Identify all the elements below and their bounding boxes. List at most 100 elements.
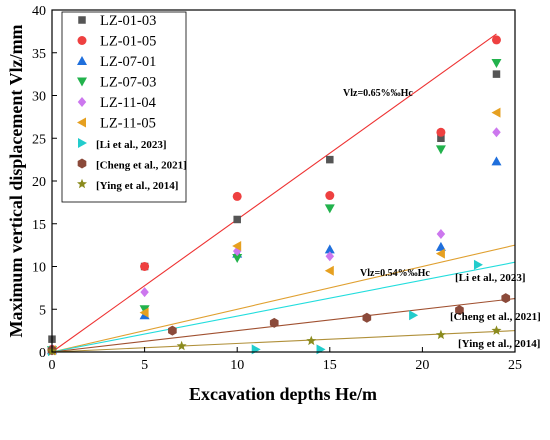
x-tick-label: 25 (508, 358, 522, 373)
annotations: Vlz=0.65%‰Hc Vlz=0.54%‰Hc [Li et al., 20… (343, 88, 541, 350)
data-point (436, 127, 446, 137)
data-point (435, 145, 446, 155)
series-ying-et-al-2014 (47, 325, 502, 356)
data-point (324, 265, 334, 276)
legend-marker (77, 36, 87, 45)
data-point (491, 107, 501, 118)
data-point (492, 70, 501, 78)
fit-line-vlz-0-65-hc (51, 33, 497, 353)
annotation-ying-2014: [Ying et al., 2014] (458, 338, 540, 350)
data-point (139, 305, 150, 315)
data-point (140, 287, 149, 298)
data-point (501, 293, 511, 304)
data-point (316, 344, 326, 355)
legend-label: LZ-01-05 (100, 34, 156, 50)
data-point (435, 241, 446, 251)
x-tick-label: 10 (230, 358, 244, 373)
fit-lines-layer (51, 33, 516, 353)
y-tick-label: 30 (32, 90, 46, 105)
legend-item-lz-11-05: LZ-11-05 (77, 116, 156, 132)
y-tick-label: 20 (32, 175, 46, 190)
legend-label: [Cheng et al., 2021] (96, 160, 187, 172)
legend-label: LZ-07-03 (100, 75, 156, 91)
data-point (176, 340, 187, 351)
data-point (139, 307, 149, 318)
legend-item-lz-07-01: LZ-07-01 (77, 54, 156, 70)
legend-label: LZ-11-04 (100, 95, 157, 111)
y-axis-title: Maximum vertical displacement Vlz/mm (6, 24, 26, 337)
x-tick-label: 0 (49, 358, 56, 373)
y-axis: 0 5 10 15 20 25 30 35 40 (32, 4, 57, 361)
legend: LZ-01-03 LZ-01-05 LZ-07-01 LZ-07-03 LZ-11-04… (61, 11, 187, 203)
data-point (251, 344, 261, 355)
data-point (491, 59, 502, 69)
data-point (233, 215, 241, 224)
data-point (435, 248, 445, 259)
fit-line-vlz-0-54-hc (51, 244, 516, 353)
data-point (491, 156, 502, 166)
data-point (491, 325, 502, 335)
legend-marker (77, 158, 87, 169)
data-point (492, 127, 501, 138)
data-point (232, 240, 242, 251)
fit-line-ying-et-al-2014 (51, 330, 516, 353)
data-point (168, 325, 177, 336)
data-point (325, 191, 335, 201)
legend-label: [Li et al., 2023] (96, 139, 167, 151)
data-point (325, 251, 335, 262)
data-point (326, 155, 334, 164)
legend-label: LZ-11-05 (100, 116, 156, 132)
fit-line-li-et-al-2023 (51, 261, 516, 353)
x-axis: 0 5 10 15 20 25 (49, 347, 522, 373)
legend-label: LZ-01-03 (100, 13, 156, 29)
data-point (306, 335, 317, 346)
y-tick-label: 0 (39, 346, 46, 361)
legend-item-li-et-al-2023: [Li et al., 2023] (78, 138, 167, 151)
data-point (473, 259, 483, 270)
annotation-vlz-065: Vlz=0.65%‰Hc (343, 88, 413, 99)
data-point (362, 312, 372, 323)
legend-item-lz-01-05: LZ-01-05 (77, 34, 156, 50)
legend-marker (77, 97, 87, 107)
annotation-cheng-2021: [Cheng et al., 2021] (450, 311, 541, 323)
legend-label: [Ying et al., 2014] (96, 180, 178, 192)
data-point (409, 310, 419, 321)
legend-item-lz-11-04: LZ-11-04 (77, 95, 157, 111)
legend-item-lz-01-03: LZ-01-03 (78, 13, 156, 29)
data-point (491, 35, 501, 45)
x-tick-label: 5 (141, 358, 148, 373)
y-tick-label: 5 (39, 303, 46, 318)
data-point (324, 204, 335, 214)
legend-marker (78, 138, 87, 148)
data-point (232, 253, 243, 263)
legend-marker (78, 16, 86, 24)
legend-marker (77, 77, 87, 87)
y-tick-label: 10 (32, 261, 46, 276)
legend-item-cheng-et-al-2021: [Cheng et al., 2021] (77, 158, 187, 172)
data-point (455, 305, 464, 316)
legend-marker (77, 56, 87, 65)
data-point (436, 229, 446, 240)
data-point (435, 329, 446, 340)
annotation-vlz-054: Vlz=0.54%‰Hc (360, 268, 430, 279)
legend-item-ying-et-al-2014: [Ying et al., 2014] (77, 178, 178, 192)
data-point (437, 134, 445, 142)
annotation-li-2023: [Li et al., 2023] (455, 272, 526, 284)
series-lz-01-05 (47, 35, 501, 354)
legend-marker (77, 178, 87, 189)
data-point (140, 262, 150, 271)
x-axis-title: Excavation depths He/m (189, 384, 377, 404)
data-point (269, 317, 279, 328)
series-cheng-et-al-2021 (47, 293, 511, 356)
y-tick-label: 15 (32, 218, 46, 233)
legend-item-lz-07-03: LZ-07-03 (77, 75, 156, 91)
y-tick-label: 25 (32, 132, 46, 147)
legend-label: LZ-07-01 (100, 54, 156, 70)
y-tick-label: 40 (32, 4, 46, 19)
fit-line-cheng-et-al-2021 (51, 298, 516, 353)
y-tick-label: 35 (32, 47, 46, 62)
legend-marker (77, 117, 86, 128)
x-tick-label: 20 (415, 358, 429, 373)
data-point (232, 191, 242, 201)
